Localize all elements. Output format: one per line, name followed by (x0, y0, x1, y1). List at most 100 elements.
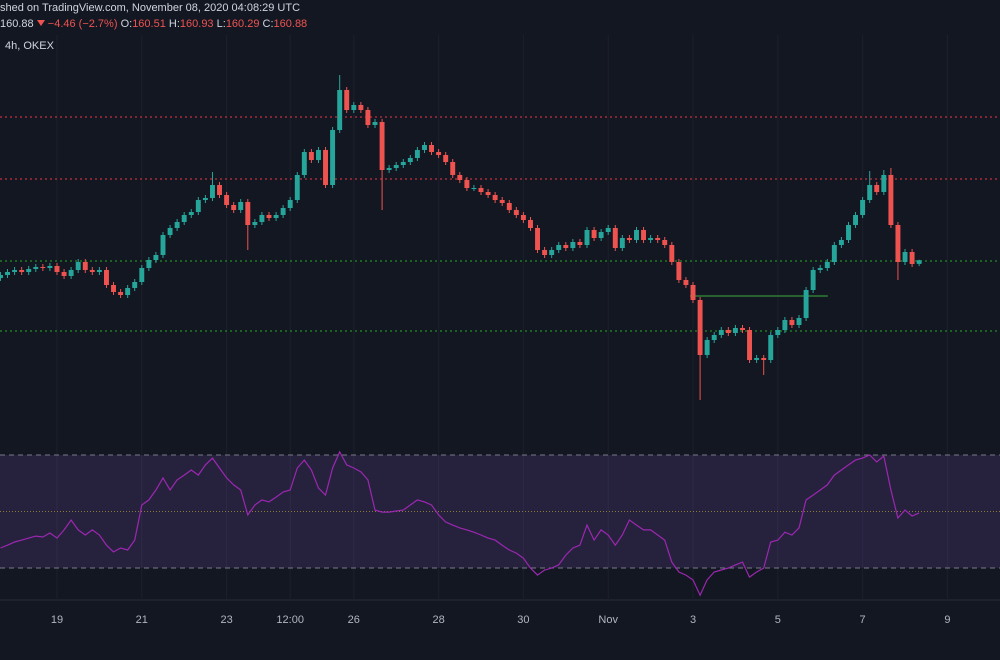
candle-body (796, 318, 802, 325)
candle-body (75, 262, 81, 270)
candle-body (19, 270, 25, 272)
candle-body (301, 152, 307, 175)
candle-body (146, 260, 152, 268)
candle-body (422, 145, 427, 150)
candle-body (210, 185, 215, 198)
candle-body (202, 198, 208, 200)
candle-body (457, 175, 463, 180)
x-tick-label: 5 (775, 614, 781, 626)
candle-body (761, 358, 767, 360)
candle-body (252, 222, 258, 225)
candle-body (436, 152, 442, 155)
candle-body (831, 245, 837, 262)
candle-body (266, 215, 272, 218)
candle-body (111, 285, 116, 292)
x-tick-label: 30 (517, 614, 529, 626)
candle-body (386, 168, 392, 170)
open-value: 160.51 (132, 18, 166, 30)
candle-body (902, 252, 908, 262)
candle-body (160, 235, 166, 255)
x-tick-label: Nov (598, 614, 618, 626)
candle-body (598, 232, 604, 238)
candle-body (125, 288, 131, 295)
candle-body (612, 228, 618, 248)
candle-body (747, 330, 752, 360)
candle-body (634, 230, 639, 240)
x-tick-label: 12:00 (276, 614, 304, 626)
close-value: 160.88 (273, 18, 308, 30)
candle-body (725, 330, 731, 333)
x-tick-label: 3 (690, 614, 696, 626)
candle-body (775, 330, 781, 335)
candle-body (259, 215, 265, 222)
x-tick-label: 7 (860, 614, 866, 626)
x-tick-label: 21 (136, 614, 148, 626)
candle-body (372, 122, 378, 125)
candle-body (393, 165, 399, 168)
candle-body (542, 250, 548, 255)
candle-body (471, 188, 477, 189)
candle-body (231, 205, 237, 210)
candle-body (789, 320, 795, 325)
candle-body (817, 268, 823, 270)
candle-body (174, 222, 180, 228)
candle-body (118, 292, 124, 295)
candle-body (132, 282, 138, 288)
candle-body (655, 238, 661, 240)
candle-body (740, 328, 745, 330)
x-tick-label: 19 (51, 614, 63, 626)
candle-body (846, 225, 851, 240)
candle-body (238, 202, 244, 210)
candle-body (867, 185, 873, 200)
candle-body (916, 260, 922, 264)
candle-body (619, 238, 625, 248)
candle-body (429, 145, 434, 152)
x-tick-label: 23 (220, 614, 232, 626)
candle-body (704, 340, 710, 355)
candle-body (874, 185, 880, 192)
candle-body (683, 280, 689, 285)
candle-body (718, 330, 724, 335)
candle-body (181, 215, 187, 222)
price-line: 160.88 −4.46 (−2.7%) O:160.51 H:160.93 L… (0, 18, 307, 30)
candle-body (195, 200, 201, 212)
candle-body (853, 215, 859, 225)
candle-body (697, 300, 703, 355)
candle-body (690, 285, 696, 300)
candle-body (754, 358, 760, 360)
candle-body (520, 215, 526, 220)
candle-body (570, 242, 576, 248)
candle-body (824, 262, 830, 268)
close-key: C: (262, 18, 274, 30)
candle-body (549, 250, 555, 255)
candle-body (881, 175, 887, 192)
open-key: O: (120, 18, 133, 30)
candle-body (358, 105, 364, 110)
candle-body (287, 200, 293, 208)
interval: 4h, OKEX (5, 40, 54, 52)
candle-body (308, 152, 314, 160)
published-line: shed on TradingView.com, November 08, 20… (0, 2, 300, 14)
candle-body (641, 230, 646, 240)
candle-body (768, 335, 774, 360)
candle-body (492, 195, 498, 200)
candle-body (782, 320, 788, 330)
candle-body (0, 275, 3, 278)
candle-body (669, 245, 675, 262)
candle-body (273, 215, 279, 218)
candle-body (662, 240, 668, 245)
candle-body (605, 228, 611, 232)
high-key: H: (168, 18, 180, 30)
candle-body (167, 228, 173, 235)
candle-body (414, 150, 420, 158)
interval-line: 4h, OKEX (5, 40, 54, 52)
candle-body (47, 266, 53, 268)
candle-body (556, 245, 562, 250)
x-tick-label: 9 (944, 614, 950, 626)
candle-body (450, 162, 456, 175)
candle-body (732, 328, 738, 333)
candle-body (323, 150, 328, 185)
candle-body (344, 90, 350, 110)
candle-body (245, 202, 251, 225)
candle-body (506, 203, 512, 210)
